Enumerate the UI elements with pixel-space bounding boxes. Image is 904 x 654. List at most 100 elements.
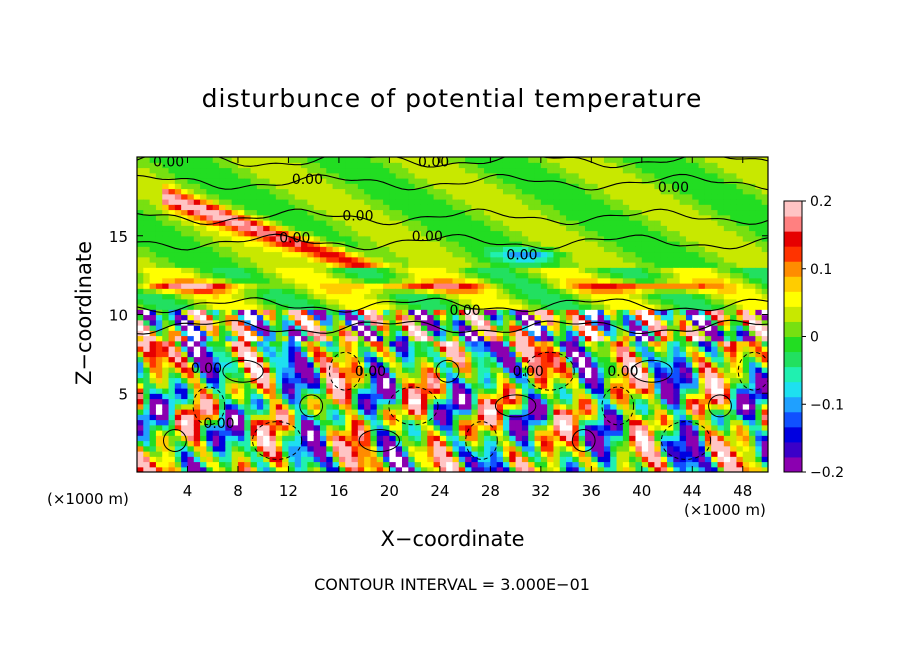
heatmap-cell	[591, 277, 599, 284]
heatmap-cell	[326, 230, 334, 237]
heatmap-cell	[244, 209, 252, 216]
heatmap-cell	[206, 267, 214, 274]
heatmap-cell	[490, 388, 498, 394]
heatmap-cell	[275, 204, 283, 211]
heatmap-cell	[212, 277, 220, 284]
heatmap-cell	[181, 445, 189, 452]
heatmap-cell	[389, 293, 397, 300]
heatmap-cell	[383, 157, 390, 163]
heatmap-cell	[319, 325, 327, 331]
heatmap-cell	[345, 298, 353, 305]
heatmap-cell	[603, 220, 611, 226]
heatmap-cell	[307, 335, 315, 342]
heatmap-cell	[616, 403, 624, 410]
heatmap-cell	[509, 325, 517, 331]
heatmap-cell	[591, 398, 599, 405]
heatmap-cell	[553, 377, 561, 384]
heatmap-cell	[357, 451, 365, 457]
heatmap-cell	[572, 178, 580, 184]
heatmap-cell	[420, 314, 428, 321]
heatmap-cell	[402, 351, 409, 358]
heatmap-cell	[395, 393, 403, 400]
heatmap-cell	[351, 199, 359, 205]
heatmap-cell	[585, 435, 592, 442]
heatmap-cell	[654, 293, 662, 300]
heatmap-cell	[319, 193, 327, 200]
heatmap-cell	[597, 262, 605, 268]
heatmap-cell	[490, 251, 498, 258]
heatmap-cell	[219, 351, 226, 358]
heatmap-cell	[137, 435, 144, 442]
heatmap-cell	[502, 267, 510, 274]
heatmap-cell	[553, 372, 561, 379]
heatmap-cell	[408, 235, 416, 242]
heatmap-cell	[338, 451, 346, 457]
heatmap-cell	[219, 356, 226, 363]
heatmap-cell	[490, 335, 498, 342]
heatmap-cell	[559, 356, 567, 363]
heatmap-cell	[490, 372, 498, 379]
heatmap-cell	[427, 445, 435, 452]
heatmap-cell	[458, 157, 466, 163]
heatmap-cell	[383, 272, 390, 279]
heatmap-cell	[572, 193, 580, 200]
heatmap-cell	[433, 430, 441, 436]
heatmap-cell	[307, 183, 315, 190]
heatmap-cell	[521, 256, 529, 263]
heatmap-cell	[301, 403, 308, 410]
heatmap-cell	[477, 335, 485, 342]
heatmap-cell	[446, 214, 454, 221]
heatmap-cell	[528, 220, 536, 226]
heatmap-cell	[591, 199, 599, 205]
heatmap-cell	[603, 409, 611, 415]
heatmap-cell	[313, 466, 321, 472]
heatmap-cell	[200, 330, 208, 337]
heatmap-cell	[193, 167, 201, 174]
heatmap-cell	[566, 414, 573, 421]
heatmap-cell	[622, 388, 630, 394]
heatmap-cell	[477, 277, 485, 284]
heatmap-cell	[307, 440, 315, 447]
heatmap-cell	[193, 461, 201, 468]
heatmap-cell	[181, 167, 189, 174]
heatmap-cell	[641, 382, 649, 389]
heatmap-cell	[174, 209, 182, 216]
heatmap-cell	[521, 230, 529, 237]
heatmap-cell	[414, 346, 422, 352]
heatmap-cell	[193, 204, 201, 211]
heatmap-cell	[155, 293, 163, 300]
heatmap-cell	[648, 356, 656, 363]
heatmap-cell	[471, 377, 479, 384]
heatmap-cell	[301, 188, 308, 195]
heatmap-cell	[648, 193, 656, 200]
heatmap-cell	[408, 356, 416, 363]
heatmap-cell	[301, 199, 308, 205]
heatmap-cell	[275, 298, 283, 305]
heatmap-cell	[294, 193, 302, 200]
heatmap-cell	[635, 430, 643, 436]
heatmap-cell	[370, 199, 378, 205]
heatmap-cell	[389, 372, 397, 379]
heatmap-cell	[319, 403, 327, 410]
heatmap-cell	[471, 414, 479, 421]
heatmap-cell	[610, 335, 618, 342]
heatmap-cell	[629, 288, 637, 295]
heatmap-cell	[572, 293, 580, 300]
heatmap-cell	[578, 288, 586, 295]
heatmap-cell	[162, 256, 170, 263]
heatmap-cell	[515, 209, 523, 216]
heatmap-cell	[509, 367, 517, 373]
heatmap-cell	[458, 309, 466, 316]
heatmap-cell	[433, 382, 441, 389]
heatmap-cell	[389, 225, 397, 232]
heatmap-cell	[155, 162, 163, 169]
heatmap-cell	[137, 414, 144, 421]
heatmap-cell	[338, 220, 346, 226]
heatmap-cell	[452, 298, 460, 305]
heatmap-cell	[168, 178, 176, 184]
heatmap-cell	[616, 309, 624, 316]
heatmap-cell	[326, 456, 334, 463]
heatmap-cell	[591, 162, 599, 169]
heatmap-cell	[629, 251, 637, 258]
heatmap-cell	[509, 398, 517, 405]
